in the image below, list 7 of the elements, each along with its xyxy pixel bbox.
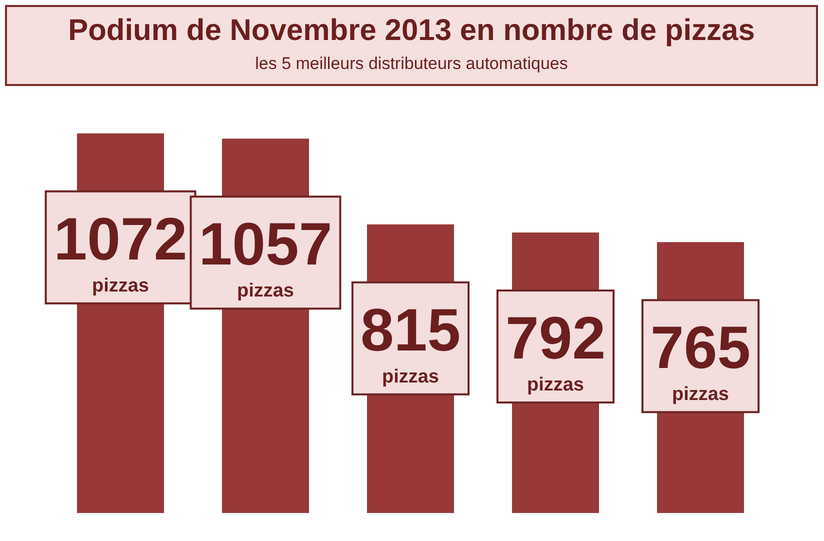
data-label: 815 pizzas: [360, 296, 461, 388]
data-label: 1072 pizzas: [54, 205, 188, 296]
data-label: 792 pizzas: [505, 304, 606, 396]
data-label: 1057 pizzas: [198, 210, 332, 302]
chart-title: Podium de Novembre 2013 en nombre de pizzas: [67, 14, 756, 48]
chart-subtitle: les 5 meilleurs distributeurs automatiques: [254, 53, 569, 75]
data-label: 765 pizzas: [650, 314, 751, 406]
